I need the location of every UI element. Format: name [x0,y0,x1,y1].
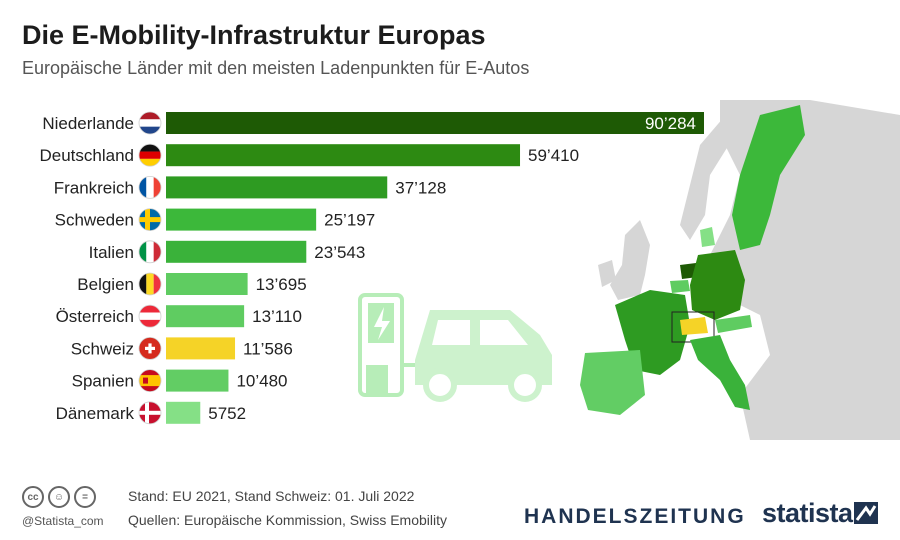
bar [166,369,229,392]
map-denmark [700,227,715,247]
value-label: 13’695 [256,275,307,294]
charging-illustration [358,293,552,402]
category-label: Belgien [77,275,134,294]
map-spain [580,350,645,415]
category-label: Schweiz [71,339,134,358]
flag-es-icon [138,369,162,393]
bar [166,112,704,134]
europe-map [358,100,900,440]
flag-se-icon [138,208,162,231]
statista-logo-icon [854,502,878,524]
map-finland [800,115,850,210]
chart-title: Die E-Mobility-Infrastruktur Europas [22,20,486,50]
flag-de-icon [138,143,162,167]
lightning-icon [374,307,390,340]
category-label: Dänemark [56,404,135,423]
note-date: Stand: EU 2021, Stand Schweiz: 01. Juli … [128,488,415,504]
bar [166,240,307,263]
map-italy [690,335,750,410]
handelszeitung-logo[interactable]: HANDELSZEITUNG [524,505,746,528]
map-austria [715,315,752,333]
map-belgium [670,280,690,293]
bar-chart: Niederlande 90’284 Deutschland 59’410 Frankr… [39,111,704,425]
bar [166,401,201,424]
category-label: Spanien [72,372,134,391]
bar [166,273,248,295]
nd-icon: = [74,486,96,508]
cc-icon: cc [22,486,44,508]
bar [166,176,388,199]
category-label: Schweden [55,211,134,230]
value-label: 5752 [208,404,246,423]
statista-logo[interactable]: statista [762,498,853,528]
category-label: Österreich [56,307,134,326]
value-label: 10’480 [236,372,287,391]
map-norway [680,105,750,240]
flag-fr-icon [138,176,162,199]
flag-it-icon [138,240,162,264]
flag-at-icon [138,304,162,328]
map-germany [690,250,745,320]
license-icons: cc ☺ = [22,486,96,508]
map-sweden [732,105,805,250]
chart-subtitle: Europäische Länder mit den meisten Laden… [22,58,530,78]
flag-ch-icon [138,336,162,360]
by-icon: ☺ [48,486,70,508]
note-sources: Quellen: Europäische Kommission, Swiss E… [128,512,448,528]
category-label: Frankreich [54,178,134,197]
car-wheel-front [423,368,457,402]
map-ireland [598,260,616,287]
value-label: 25’197 [324,211,375,230]
value-label: 23’543 [314,243,365,262]
bar [166,144,521,167]
value-label: 90’284 [645,114,696,133]
value-label: 59’410 [528,146,579,165]
map-uk [610,220,650,300]
bar [166,305,245,328]
category-label: Niederlande [42,114,134,133]
flag-dk-icon [138,401,162,425]
category-label: Italien [89,243,134,262]
flag-be-icon [138,272,162,296]
value-label: 11’586 [243,339,293,358]
value-label: 13’110 [252,307,302,326]
map-switzerland [680,317,708,335]
statista-handle[interactable]: @Statista_com [22,514,104,528]
flag-nl-icon [138,111,162,135]
bar [166,208,317,231]
bar [166,337,236,360]
category-label: Deutschland [39,146,134,165]
car-wheel-rear [508,368,542,402]
value-label: 37’128 [395,178,446,197]
